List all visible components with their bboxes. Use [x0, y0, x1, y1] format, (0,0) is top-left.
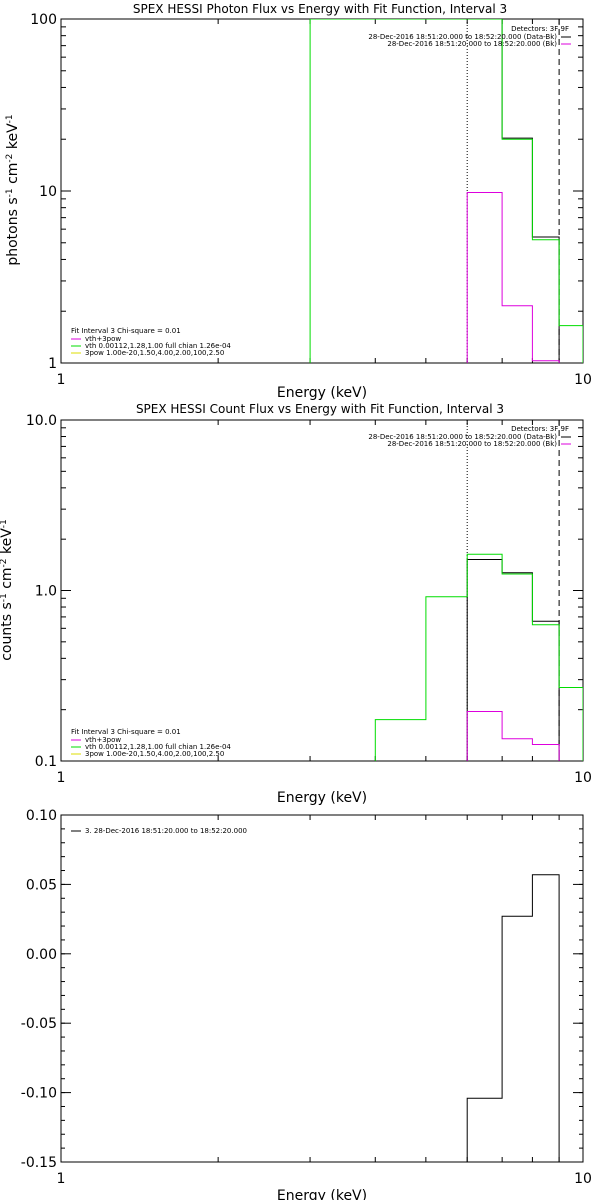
- residual-panel: 1 10 0.10 0.05 0.00 -0.05 -0.10 -0.15 Energy (k…: [21, 808, 592, 1200]
- count-flux-panel: SPEX HESSI Count Flux vs Energy with Fit…: [0, 402, 592, 806]
- photon-flux-ylabel-exp3: -1: [5, 114, 15, 123]
- photon-flux-series: [309, 19, 583, 363]
- x-tick-label: 10: [574, 1171, 592, 1187]
- y-tick-label: 1: [48, 356, 57, 372]
- count-flux-ticks: 1 10 0.1 1.0 10.0: [26, 413, 592, 786]
- photon-flux-ylabel-exp1: -1: [5, 188, 15, 197]
- resid-series-line: [466, 874, 560, 1162]
- x-tick-label: 1: [57, 372, 66, 388]
- residual-plot-frame: [60, 814, 584, 1163]
- y-tick-label: 0.00: [26, 947, 57, 963]
- count-flux-title: SPEX HESSI Count Flux vs Energy with Fit…: [136, 402, 504, 416]
- photon-flux-fit-title: Fit Interval 3 Chi-square = 0.01: [71, 327, 181, 335]
- count-flux-ylabel-part1: counts s: [0, 602, 15, 661]
- total-series-line: [467, 19, 560, 363]
- photon-flux-detectors: Detectors: 3F 9F: [511, 25, 569, 33]
- count-flux-ylabel-exp2: -2: [0, 558, 9, 567]
- photon-flux-fit-label-1: vth+3pow: [85, 335, 121, 343]
- y-tick-label: 0.1: [35, 754, 57, 770]
- photon-flux-xlabel: Energy (keV): [277, 385, 367, 401]
- x-tick-label: 10: [574, 372, 592, 388]
- count-flux-ylabel-part2: cm: [0, 567, 15, 593]
- photon-flux-ylabel-part2: cm: [5, 163, 21, 189]
- y-tick-label: -0.05: [21, 1016, 57, 1032]
- count-flux-ylabel-exp1: -1: [0, 593, 9, 602]
- photon-flux-ylabel-part1: photons s: [5, 197, 21, 265]
- photon-flux-panel: SPEX HESSI Photon Flux vs Energy with Fi…: [5, 2, 592, 401]
- residual-legend-label: 3. 28-Dec-2016 18:51:20.000 to 18:52:20.…: [85, 827, 247, 835]
- photon-flux-fit-label-3: 3pow 1.00e-20,1.50,4.00,2.00,100,2.50: [85, 349, 224, 357]
- y-tick-label: 100: [30, 12, 57, 28]
- photon-flux-ylabel: photons s-1 cm-2 keV-1: [5, 114, 21, 265]
- photon-flux-ylabel-exp2: -2: [5, 154, 15, 163]
- count-flux-fit-label-1: vth+3pow: [85, 736, 121, 744]
- count-flux-fit-label-3: 3pow 1.00e-20,1.50,4.00,2.00,100,2.50: [85, 750, 224, 758]
- x-tick-label: 1: [57, 1171, 66, 1187]
- photon-flux-legend-right-1: 28-Dec-2016 18:51:20.000 to 18:52:20.000…: [368, 33, 557, 41]
- residual-ticks: 1 10 0.10 0.05 0.00 -0.05 -0.10 -0.15: [21, 808, 592, 1187]
- y-tick-label: 10: [39, 184, 57, 200]
- residual-xlabel: Energy (keV): [277, 1188, 367, 1200]
- count-flux-fit-title: Fit Interval 3 Chi-square = 0.01: [71, 728, 181, 736]
- photon-flux-legend-right-2: 28-Dec-2016 18:51:20.000 to 18:52:20.000…: [387, 40, 557, 48]
- y-tick-label: 0.05: [26, 877, 57, 893]
- y-tick-label: 10.0: [26, 413, 57, 429]
- count-flux-ylabel-exp3: -1: [0, 519, 9, 528]
- y-tick-label: 1.0: [35, 584, 57, 600]
- vth_3pow-series-line: [466, 711, 560, 761]
- count-flux-fit-label-2: vth 0.00112,1.28,1.00 full chian 1.26e-0…: [85, 743, 231, 751]
- photon-flux-fit-label-2: vth 0.00112,1.28,1.00 full chian 1.26e-0…: [85, 342, 231, 350]
- vth-series-line: [374, 553, 583, 761]
- count-flux-detectors: Detectors: 3F 9F: [511, 425, 569, 433]
- y-tick-label: -0.15: [21, 1155, 57, 1171]
- count-flux-xlabel: Energy (keV): [277, 790, 367, 806]
- x-tick-label: 10: [574, 770, 592, 786]
- vth-series-line: [309, 19, 583, 363]
- count-flux-legend-right-1: 28-Dec-2016 18:51:20.000 to 18:52:20.000…: [368, 433, 557, 441]
- count-flux-legend-right-2: 28-Dec-2016 18:51:20.000 to 18:52:20.000…: [387, 440, 557, 448]
- count-flux-ylabel: counts s-1 cm-2 keV-1: [0, 519, 15, 661]
- photon-flux-ylabel-part3: keV: [5, 123, 21, 154]
- count-flux-series: [374, 420, 583, 761]
- y-tick-label: 0.10: [26, 808, 57, 824]
- y-tick-label: -0.10: [21, 1086, 57, 1102]
- count-flux-ylabel-part3: keV: [0, 528, 15, 559]
- vth_3pow-series-line: [466, 192, 560, 363]
- x-tick-label: 1: [57, 770, 66, 786]
- photon-flux-title: SPEX HESSI Photon Flux vs Energy with Fi…: [133, 2, 507, 16]
- total-series-line: [466, 559, 560, 761]
- residual-series: [466, 874, 560, 1162]
